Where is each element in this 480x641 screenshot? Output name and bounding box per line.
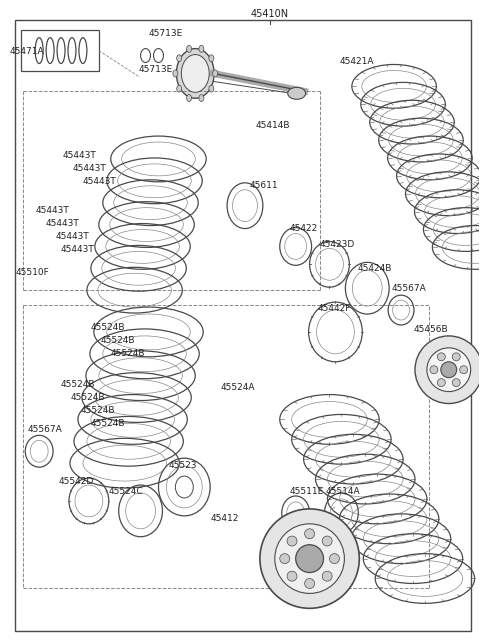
Text: 45443T: 45443T <box>83 178 117 187</box>
Circle shape <box>305 529 314 538</box>
Ellipse shape <box>177 85 181 92</box>
Ellipse shape <box>187 46 192 53</box>
Text: 45524B: 45524B <box>61 380 96 389</box>
Text: 45456B: 45456B <box>414 326 449 335</box>
Ellipse shape <box>199 46 204 53</box>
Text: 45542D: 45542D <box>59 476 94 486</box>
Ellipse shape <box>288 87 306 99</box>
Circle shape <box>460 366 468 374</box>
Text: 45421A: 45421A <box>339 57 374 66</box>
Text: 45412: 45412 <box>210 514 239 523</box>
Text: 45443T: 45443T <box>73 164 107 173</box>
Circle shape <box>437 379 445 387</box>
Circle shape <box>305 578 314 588</box>
Text: 45524B: 45524B <box>71 393 106 402</box>
Ellipse shape <box>199 94 204 101</box>
Ellipse shape <box>176 49 214 98</box>
Circle shape <box>296 545 324 572</box>
Circle shape <box>415 336 480 404</box>
Ellipse shape <box>173 70 178 77</box>
Text: 45713E: 45713E <box>148 29 183 38</box>
Ellipse shape <box>187 94 192 101</box>
Text: 45443T: 45443T <box>35 206 69 215</box>
Circle shape <box>329 554 339 563</box>
Text: 45524B: 45524B <box>111 349 145 358</box>
Text: 45567A: 45567A <box>27 425 62 434</box>
Text: 45414B: 45414B <box>256 121 290 129</box>
Circle shape <box>280 554 290 563</box>
Circle shape <box>427 348 471 392</box>
Circle shape <box>452 379 460 387</box>
Text: 45442F: 45442F <box>318 304 351 313</box>
Text: 45611: 45611 <box>250 181 278 190</box>
Text: 45443T: 45443T <box>55 232 89 241</box>
Text: 45524C: 45524C <box>109 487 144 495</box>
Circle shape <box>287 571 297 581</box>
Ellipse shape <box>181 54 209 92</box>
Circle shape <box>437 353 445 361</box>
Text: 45567A: 45567A <box>391 284 426 293</box>
Circle shape <box>287 536 297 546</box>
Text: 45523: 45523 <box>168 461 197 470</box>
Circle shape <box>441 362 457 378</box>
Text: 45524B: 45524B <box>91 419 125 428</box>
Circle shape <box>322 536 332 546</box>
Text: 45471A: 45471A <box>9 47 44 56</box>
Circle shape <box>452 353 460 361</box>
Ellipse shape <box>177 54 181 62</box>
Ellipse shape <box>209 54 214 62</box>
Circle shape <box>322 571 332 581</box>
Text: 45524B: 45524B <box>101 337 135 345</box>
Ellipse shape <box>209 85 214 92</box>
Text: 45524B: 45524B <box>81 406 115 415</box>
Circle shape <box>275 524 344 594</box>
Text: 45424B: 45424B <box>357 264 392 273</box>
Circle shape <box>260 509 360 608</box>
Text: 45514A: 45514A <box>325 487 360 495</box>
Text: 45422: 45422 <box>290 224 318 233</box>
Text: 45443T: 45443T <box>63 151 97 160</box>
Ellipse shape <box>213 70 217 77</box>
Text: 45510F: 45510F <box>15 268 49 277</box>
Text: 45713E: 45713E <box>139 65 173 74</box>
Text: 45511E: 45511E <box>290 487 324 495</box>
Circle shape <box>430 366 438 374</box>
Bar <box>21 29 99 71</box>
Text: 45423D: 45423D <box>320 240 355 249</box>
Text: 45524A: 45524A <box>220 383 254 392</box>
Text: 45443T: 45443T <box>61 245 95 254</box>
Text: 45443T: 45443T <box>45 219 79 228</box>
Text: 45410N: 45410N <box>251 9 289 19</box>
Text: 45524B: 45524B <box>91 324 125 333</box>
